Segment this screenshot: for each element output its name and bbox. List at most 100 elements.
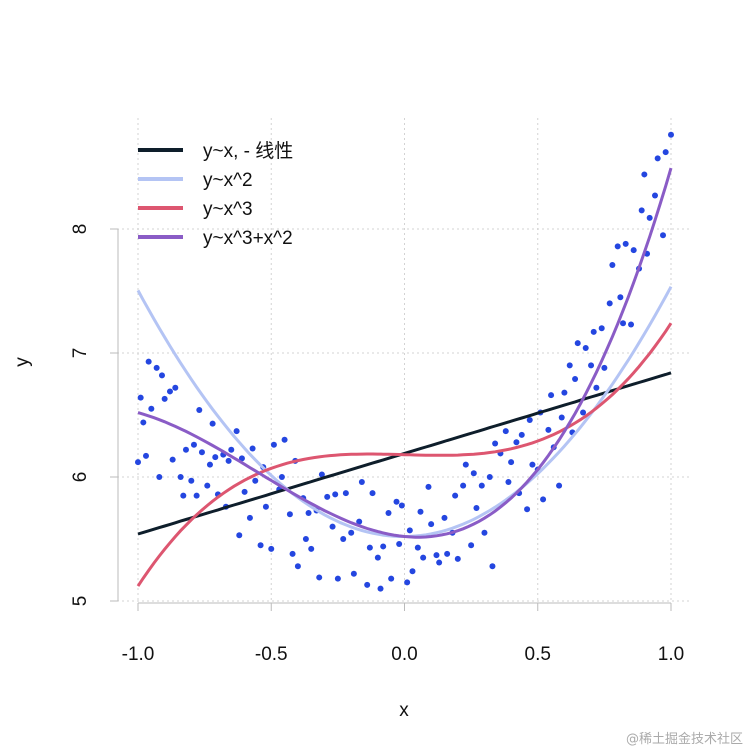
legend-label: y~x^3 bbox=[203, 199, 253, 220]
data-point bbox=[409, 568, 416, 575]
data-point bbox=[268, 545, 275, 552]
data-point bbox=[236, 532, 243, 539]
data-point bbox=[420, 554, 427, 561]
x-axis-label: x bbox=[399, 700, 409, 721]
data-point bbox=[556, 482, 563, 489]
data-point bbox=[156, 474, 163, 480]
data-point bbox=[308, 545, 315, 552]
data-point bbox=[601, 364, 608, 371]
data-point bbox=[316, 574, 323, 581]
data-point bbox=[145, 358, 152, 365]
data-point bbox=[478, 482, 485, 489]
data-point bbox=[228, 446, 235, 453]
data-point bbox=[158, 372, 165, 379]
data-point bbox=[668, 131, 674, 138]
data-point bbox=[468, 542, 475, 549]
data-point bbox=[470, 470, 477, 477]
data-point bbox=[356, 518, 363, 525]
data-point bbox=[238, 455, 245, 462]
x-tick-label: -0.5 bbox=[255, 644, 288, 665]
data-point bbox=[441, 514, 448, 521]
x-tick-label: 0.0 bbox=[391, 644, 417, 665]
data-point bbox=[393, 498, 400, 505]
data-point bbox=[212, 454, 219, 461]
data-point bbox=[561, 389, 568, 396]
axes: -1.0 -0.5 0.0 0.5 1.0 5 6 7 8 bbox=[70, 224, 684, 665]
data-point bbox=[241, 488, 248, 495]
data-point bbox=[574, 340, 581, 347]
data-point bbox=[135, 459, 141, 466]
data-point bbox=[492, 440, 499, 447]
data-point bbox=[620, 320, 627, 327]
data-point bbox=[473, 505, 480, 511]
data-point bbox=[454, 555, 461, 562]
data-point bbox=[324, 493, 331, 500]
data-point bbox=[414, 544, 421, 551]
legend-label: y~x, - 线性 bbox=[203, 140, 293, 162]
data-point bbox=[182, 446, 189, 453]
data-point bbox=[358, 478, 365, 485]
data-point bbox=[318, 471, 325, 478]
data-point bbox=[404, 579, 411, 586]
data-point bbox=[172, 384, 179, 391]
data-point bbox=[177, 474, 184, 480]
data-point bbox=[366, 544, 373, 551]
data-point bbox=[246, 514, 253, 521]
data-point bbox=[489, 563, 496, 570]
data-point bbox=[385, 509, 392, 516]
data-point bbox=[166, 388, 173, 395]
data-point bbox=[169, 456, 176, 463]
fit-line bbox=[136, 322, 673, 587]
data-point bbox=[198, 449, 205, 456]
data-point bbox=[505, 478, 512, 485]
data-point bbox=[278, 474, 285, 480]
data-point bbox=[588, 362, 595, 369]
data-point bbox=[502, 428, 509, 435]
watermark: @稀土掘金技术社区 bbox=[625, 732, 743, 747]
data-point bbox=[340, 536, 347, 542]
data-point bbox=[652, 192, 659, 199]
data-point bbox=[638, 207, 645, 214]
data-point bbox=[369, 490, 376, 497]
data-point bbox=[580, 409, 587, 416]
data-point bbox=[572, 376, 579, 383]
data-point bbox=[204, 482, 211, 489]
y-tick-label: 7 bbox=[70, 348, 91, 359]
data-point bbox=[209, 420, 216, 427]
data-point bbox=[452, 492, 459, 499]
data-point bbox=[225, 457, 232, 464]
data-point bbox=[524, 506, 531, 513]
data-point bbox=[270, 441, 277, 448]
x-tick-label: -1.0 bbox=[122, 644, 155, 665]
data-point bbox=[433, 552, 440, 559]
data-point bbox=[529, 461, 536, 468]
data-point bbox=[233, 428, 240, 435]
data-point bbox=[486, 474, 493, 480]
data-point bbox=[350, 570, 357, 577]
grid bbox=[117, 118, 692, 602]
data-point bbox=[628, 321, 635, 328]
data-point bbox=[662, 149, 669, 156]
data-point bbox=[281, 436, 288, 443]
data-point bbox=[660, 232, 667, 239]
data-point bbox=[249, 445, 256, 452]
data-point bbox=[617, 294, 624, 301]
data-point bbox=[180, 492, 187, 499]
data-point bbox=[364, 581, 371, 588]
data-point bbox=[137, 394, 144, 401]
data-point bbox=[294, 563, 301, 570]
data-point bbox=[545, 426, 552, 433]
data-point bbox=[142, 452, 149, 459]
data-point bbox=[630, 247, 637, 254]
y-tick-label: 6 bbox=[70, 472, 91, 483]
data-point bbox=[190, 441, 197, 448]
data-point bbox=[526, 416, 533, 423]
data-point bbox=[380, 543, 387, 550]
data-point bbox=[590, 328, 597, 335]
data-point bbox=[462, 461, 469, 468]
legend: y~x, - 线性 y~x^2 y~x^3 y~x^3+x^2 bbox=[138, 140, 293, 249]
data-point bbox=[193, 492, 200, 499]
data-point bbox=[153, 364, 160, 371]
fit-line bbox=[137, 167, 673, 539]
legend-label: y~x^2 bbox=[203, 170, 253, 191]
